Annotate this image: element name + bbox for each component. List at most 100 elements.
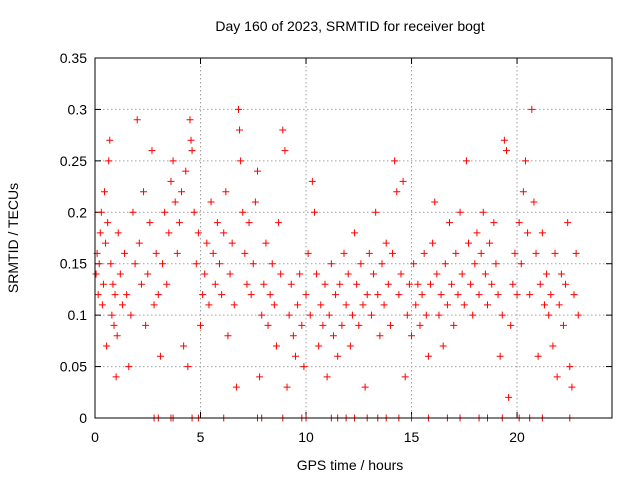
data-point	[423, 312, 430, 319]
data-point	[573, 250, 580, 257]
data-point	[136, 240, 143, 247]
data-point	[307, 312, 314, 319]
data-point	[364, 291, 371, 298]
data-point	[351, 229, 358, 236]
data-point	[355, 322, 362, 329]
data-point	[381, 301, 388, 308]
data-point	[315, 343, 322, 350]
data-point	[300, 363, 307, 370]
data-point	[476, 291, 483, 298]
data-point	[514, 291, 521, 298]
data-point	[486, 240, 493, 247]
data-point	[457, 209, 464, 216]
data-point	[374, 291, 381, 298]
data-point	[174, 250, 181, 257]
data-point	[383, 240, 390, 247]
data-point	[368, 312, 375, 319]
data-point	[97, 229, 104, 236]
grid-lines	[95, 58, 612, 418]
data-point	[459, 271, 466, 278]
data-point	[109, 281, 116, 288]
data-point	[210, 250, 217, 257]
y-axis-label: SRMTID / TECUs	[5, 183, 21, 293]
data-point	[419, 291, 426, 298]
data-point	[322, 281, 329, 288]
data-point	[214, 219, 221, 226]
data-point	[471, 260, 478, 267]
data-point	[397, 271, 404, 278]
data-point	[317, 301, 324, 308]
data-point	[524, 229, 531, 236]
data-point	[362, 384, 369, 391]
data-point	[402, 373, 409, 380]
data-point	[199, 291, 206, 298]
data-point	[503, 147, 510, 154]
data-point	[298, 322, 305, 329]
data-point	[509, 281, 516, 288]
data-point	[522, 157, 529, 164]
data-point	[416, 322, 423, 329]
data-point	[243, 281, 250, 288]
data-point	[256, 373, 263, 380]
data-point	[159, 260, 166, 267]
data-point	[106, 137, 113, 144]
data-point	[252, 199, 259, 206]
data-point	[144, 271, 151, 278]
data-point	[507, 322, 514, 329]
data-point	[151, 301, 158, 308]
data-point	[110, 322, 117, 329]
data-point	[205, 301, 212, 308]
data-point	[505, 394, 512, 401]
data-point	[161, 209, 168, 216]
data-point	[273, 343, 280, 350]
data-point	[107, 260, 114, 267]
data-point	[267, 291, 274, 298]
data-point	[303, 291, 310, 298]
data-point	[236, 127, 243, 134]
data-point	[330, 332, 337, 339]
data-point	[311, 209, 318, 216]
data-point	[499, 312, 506, 319]
data-point	[558, 271, 565, 278]
data-point	[231, 301, 238, 308]
data-point	[566, 363, 573, 370]
y-tick-label: 0.15	[60, 256, 87, 272]
data-point	[366, 250, 373, 257]
data-point	[121, 250, 128, 257]
data-point	[281, 147, 288, 154]
data-point	[378, 260, 385, 267]
data-point	[241, 250, 248, 257]
data-point	[227, 271, 234, 278]
data-point	[96, 260, 103, 267]
data-point	[95, 291, 102, 298]
data-point	[442, 260, 449, 267]
data-point	[345, 271, 352, 278]
data-point	[148, 147, 155, 154]
data-point	[543, 271, 550, 278]
data-point	[260, 281, 267, 288]
data-point	[222, 188, 229, 195]
data-point	[393, 188, 400, 195]
data-point	[376, 332, 383, 339]
data-point	[105, 157, 112, 164]
data-point	[336, 281, 343, 288]
data-point	[277, 271, 284, 278]
data-point	[250, 260, 257, 267]
data-point	[286, 312, 293, 319]
data-point	[275, 219, 282, 226]
data-point	[98, 209, 105, 216]
data-point	[571, 291, 578, 298]
data-point	[203, 240, 210, 247]
data-point	[353, 281, 360, 288]
data-point	[450, 322, 457, 329]
data-point	[284, 384, 291, 391]
data-point	[233, 384, 240, 391]
data-point	[146, 219, 153, 226]
chart-title: Day 160 of 2023, SRMTID for receiver bog…	[215, 18, 484, 34]
data-point	[343, 301, 350, 308]
data-point	[112, 291, 119, 298]
data-point	[433, 271, 440, 278]
data-point	[482, 271, 489, 278]
data-point	[516, 219, 523, 226]
data-point	[182, 168, 189, 175]
